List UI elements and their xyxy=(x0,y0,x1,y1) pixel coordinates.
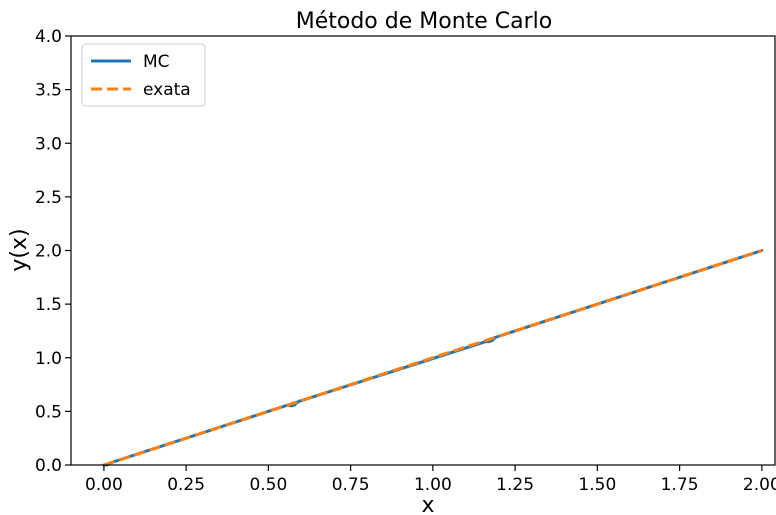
y-axis: 0.0 0.5 1.0 1.5 2.0 2.5 3.0 3.5 4.0 xyxy=(35,27,71,476)
x-axis-label: x xyxy=(421,493,434,515)
y-tick-label: 0.5 xyxy=(35,402,62,422)
y-tick-label: 1.5 xyxy=(35,295,62,315)
legend-label-exata: exata xyxy=(143,80,191,100)
x-tick-label: 2.00 xyxy=(743,475,776,495)
y-tick-label: 0.0 xyxy=(35,456,62,476)
y-tick-label: 4.0 xyxy=(35,27,62,47)
x-tick-label: 1.25 xyxy=(496,475,534,495)
x-tick-label: 1.75 xyxy=(661,475,699,495)
series-line-exata xyxy=(103,249,763,467)
x-tick-label: 1.00 xyxy=(414,475,452,495)
x-tick-label: 0.50 xyxy=(249,475,287,495)
x-tick-label: 0.75 xyxy=(332,475,370,495)
legend-label-mc: MC xyxy=(143,52,170,72)
x-axis: 0.00 0.25 0.50 0.75 1.00 1.25 1.50 1.75 2.00 xyxy=(85,465,776,495)
legend: MC exata xyxy=(81,43,206,107)
x-tick-label: 1.50 xyxy=(578,475,616,495)
x-tick-label: 0.25 xyxy=(167,475,205,495)
x-tick-label: 0.00 xyxy=(85,475,123,495)
y-tick-label: 3.0 xyxy=(35,134,62,154)
y-tick-label: 2.0 xyxy=(35,242,62,262)
y-axis-label: y(x) xyxy=(7,228,32,271)
chart-title: Método de Monte Carlo xyxy=(296,9,553,34)
y-tick-label: 3.5 xyxy=(35,81,62,101)
y-tick-label: 2.5 xyxy=(35,188,62,208)
y-tick-label: 1.0 xyxy=(35,349,62,369)
